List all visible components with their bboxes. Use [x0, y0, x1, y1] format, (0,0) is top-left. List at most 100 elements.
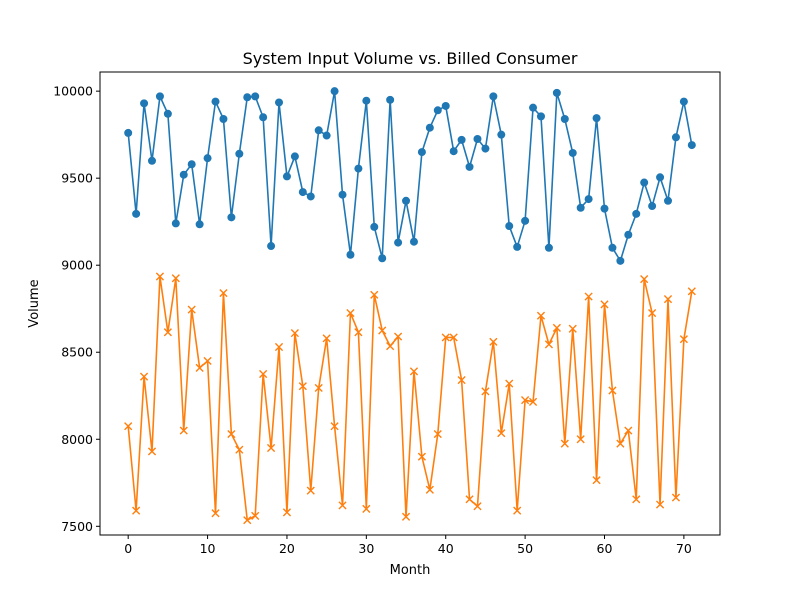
data-point: [425, 123, 434, 132]
data-point: [433, 429, 442, 439]
y-tick-label: 8000: [61, 432, 93, 447]
data-point: [616, 439, 625, 448]
data-point: [600, 204, 609, 213]
data-point: [648, 308, 657, 318]
data-point: [282, 172, 291, 181]
data-point: [552, 323, 561, 332]
x-tick-label: 50: [517, 541, 533, 556]
data-point: [306, 486, 315, 495]
data-point: [155, 92, 164, 101]
data-point: [314, 383, 323, 393]
data-point: [409, 237, 418, 246]
data-point: [584, 195, 593, 204]
data-point: [409, 367, 419, 376]
data-point: [536, 311, 546, 320]
data-point: [187, 305, 196, 314]
data-point: [687, 141, 696, 150]
y-axis-label: Volume: [27, 279, 42, 327]
data-point: [473, 502, 482, 511]
data-point: [417, 452, 427, 461]
data-point: [290, 328, 299, 338]
data-point: [354, 164, 363, 173]
data-point: [179, 426, 188, 435]
data-point: [195, 363, 204, 372]
x-tick-label: 70: [676, 541, 692, 556]
data-point: [132, 506, 141, 515]
data-point: [338, 190, 347, 199]
data-point: [251, 511, 260, 520]
data-point: [211, 509, 220, 518]
data-point: [274, 342, 284, 352]
x-axis-label: Month: [390, 563, 431, 578]
data-point: [171, 274, 180, 283]
x-tick-label: 20: [279, 541, 295, 556]
data-point: [362, 504, 371, 513]
data-point: [219, 288, 228, 298]
data-point: [401, 512, 411, 521]
data-point: [481, 144, 490, 153]
data-point: [528, 397, 538, 406]
data-point: [267, 242, 276, 251]
data-point: [394, 238, 403, 247]
data-point: [671, 133, 680, 142]
y-tick-label: 7500: [61, 519, 93, 534]
data-point: [132, 209, 141, 218]
data-point: [497, 130, 506, 139]
data-point: [346, 250, 355, 259]
data-point: [521, 396, 530, 405]
data-point: [568, 148, 577, 157]
data-point: [266, 443, 276, 453]
data-point: [584, 292, 593, 301]
data-point: [147, 156, 156, 165]
y-tick-label: 9000: [61, 258, 93, 273]
data-point: [259, 113, 268, 122]
data-point: [687, 287, 696, 296]
data-point: [505, 379, 514, 388]
data-point: [259, 369, 268, 379]
data-point: [552, 88, 561, 97]
data-point: [386, 342, 395, 351]
data-point: [624, 230, 633, 239]
x-tick-label: 30: [358, 541, 374, 556]
data-point: [624, 426, 633, 435]
data-point: [417, 148, 426, 157]
data-point: [465, 162, 474, 171]
data-point: [489, 92, 498, 101]
tick-layer: 0 10 20 30 40 50 60 70 7500 8000 8500 9000 9500 10000: [53, 84, 692, 556]
data-point: [402, 196, 411, 205]
data-point: [219, 114, 228, 123]
data-point: [275, 98, 284, 107]
data-point: [679, 335, 688, 344]
data-point: [235, 149, 244, 158]
data-point: [632, 209, 641, 218]
data-point: [203, 356, 212, 366]
data-point: [560, 439, 569, 448]
data-point: [251, 92, 260, 101]
data-point: [592, 476, 601, 485]
data-point: [648, 202, 657, 211]
data-point: [536, 112, 545, 121]
data-point: [163, 328, 172, 337]
data-point: [663, 295, 673, 304]
series-2: [124, 272, 696, 525]
data-point: [322, 131, 331, 140]
data-point: [640, 275, 649, 284]
data-point: [544, 340, 554, 349]
data-point: [227, 213, 236, 222]
data-point: [195, 220, 204, 229]
data-point: [560, 114, 569, 123]
data-point: [608, 243, 617, 252]
y-tick-label: 8500: [61, 345, 93, 360]
data-point: [147, 447, 157, 456]
data-point: [600, 300, 609, 309]
data-point: [378, 326, 387, 335]
x-tick-label: 60: [597, 541, 613, 556]
data-point: [298, 382, 307, 391]
data-point: [235, 445, 244, 454]
data-point: [393, 332, 403, 341]
data-point: [171, 219, 180, 228]
data-point: [370, 222, 379, 231]
data-point: [187, 160, 196, 169]
data-point: [338, 501, 347, 510]
series-2-line: [127, 275, 693, 522]
